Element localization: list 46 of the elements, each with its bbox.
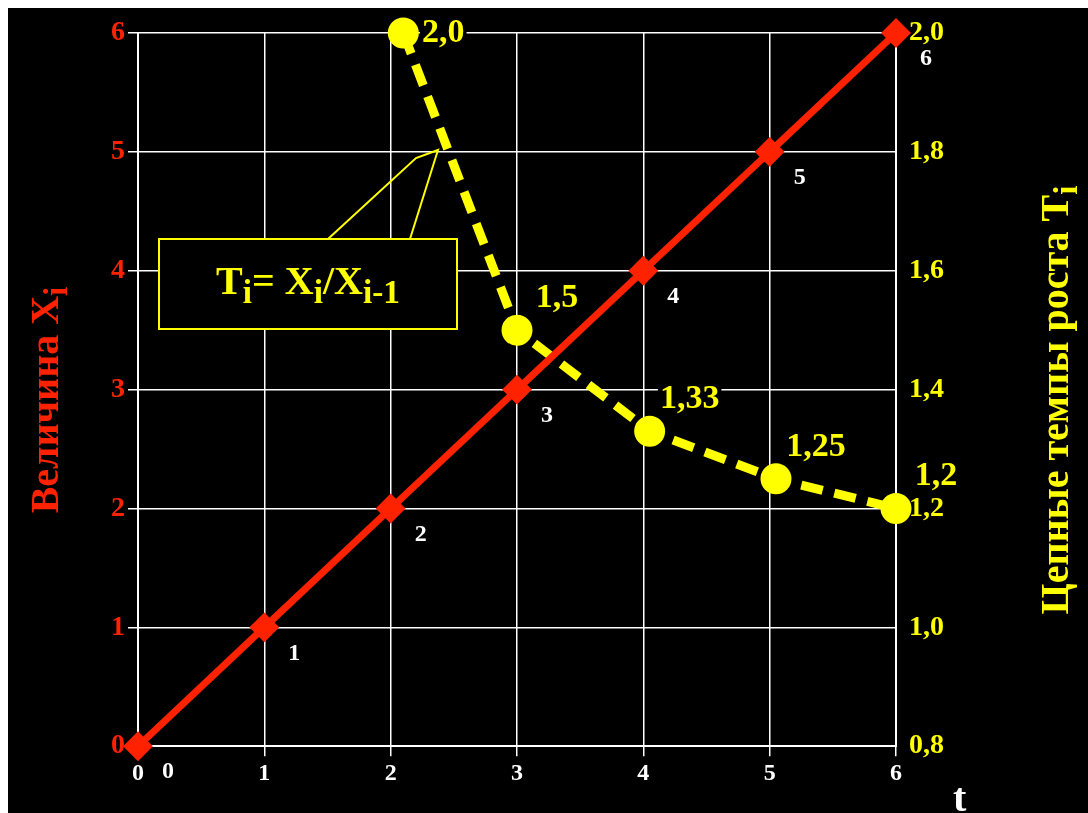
- point: [124, 732, 152, 760]
- x-tick-label: 6: [890, 758, 902, 785]
- data-label: 1,5: [535, 276, 579, 314]
- data-label: 1,33: [659, 377, 720, 415]
- x-tick-label: 5: [763, 758, 776, 785]
- point: [756, 138, 784, 166]
- data-label: 1: [288, 638, 301, 665]
- y-tick-label: 0: [111, 728, 125, 760]
- y2-tick-label: 1,8: [909, 134, 944, 166]
- y-tick-label: 5: [111, 134, 125, 166]
- y2-tick-label: 1,0: [909, 609, 944, 641]
- x-tick-label: 2: [384, 758, 397, 785]
- data-label: 1,25: [786, 425, 846, 463]
- y-tick-label: 6: [111, 15, 125, 47]
- y2-tick-label: 0,8: [909, 728, 944, 760]
- point: [760, 463, 792, 495]
- data-label: 5: [793, 163, 806, 190]
- x-tick-label: 4: [637, 758, 650, 785]
- y2-tick-label: 1,4: [909, 371, 944, 403]
- annotation: T$_{i}$= X$_{i}$/X$_{i-1}$: [216, 257, 400, 311]
- y-tick-label: 3: [111, 371, 125, 403]
- point: [377, 494, 405, 522]
- y-tick-label: 4: [111, 252, 125, 284]
- x-tick-label: 0: [132, 758, 144, 785]
- data-label: 2: [414, 519, 427, 546]
- y2-tick-label: 2,0: [909, 15, 944, 47]
- data-label: 2,0: [422, 11, 465, 49]
- data-label: 1,2: [914, 455, 958, 493]
- point: [387, 17, 419, 49]
- point: [250, 613, 278, 641]
- y2-tick-label: 1,6: [909, 252, 944, 284]
- data-label: 4: [667, 281, 680, 308]
- point: [880, 492, 912, 524]
- data-label: 3: [541, 400, 553, 427]
- point: [503, 376, 531, 404]
- point: [629, 257, 657, 285]
- point: [882, 19, 910, 47]
- point: [634, 415, 666, 447]
- y2-tick-label: 1,2: [909, 490, 944, 522]
- y-tick-label: 1: [111, 609, 125, 641]
- x-axis-title: t: [953, 775, 967, 813]
- point: [501, 314, 533, 346]
- x-tick-label: 3: [511, 758, 523, 785]
- data-label: 6: [920, 44, 932, 71]
- x-tick-label: 1: [258, 758, 271, 785]
- y-tick-label: 2: [111, 490, 125, 522]
